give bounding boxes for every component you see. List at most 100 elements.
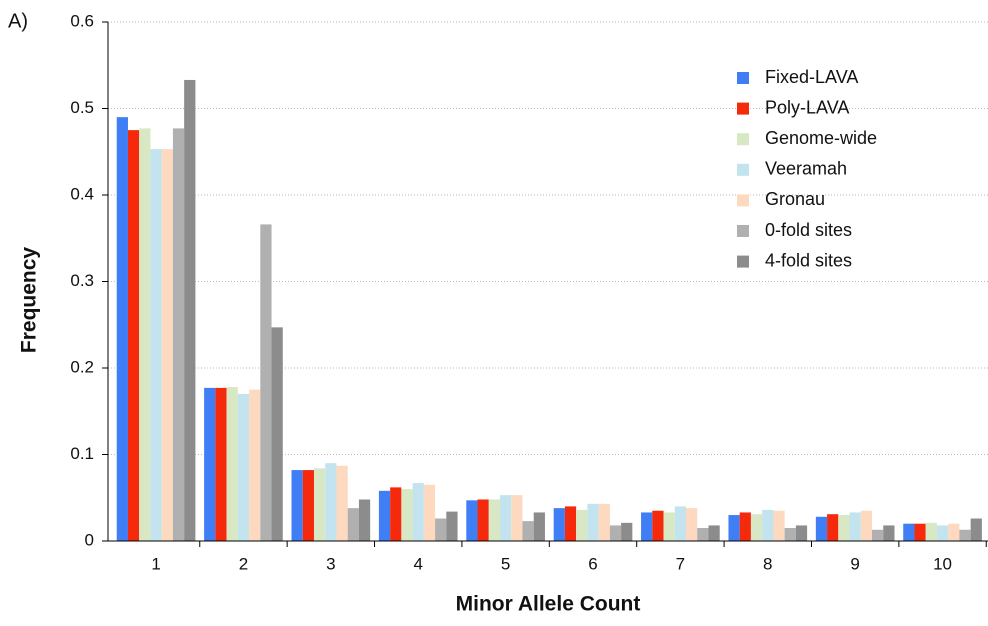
- y-tick-label: 0.5: [70, 98, 94, 117]
- bar: [271, 327, 283, 541]
- bar: [511, 495, 523, 541]
- bar: [150, 149, 162, 541]
- bar: [609, 525, 622, 541]
- bar: [390, 487, 402, 541]
- bar: [838, 515, 850, 541]
- bar: [215, 387, 227, 541]
- bar: [697, 528, 709, 541]
- y-tick-label: 0.2: [70, 357, 94, 376]
- bar: [686, 508, 698, 541]
- bar: [773, 510, 785, 541]
- legend-label: 0-fold sites: [765, 220, 852, 240]
- y-tick-label: 0.3: [70, 271, 94, 290]
- bar: [237, 393, 250, 541]
- bar: [139, 128, 151, 541]
- bar: [564, 506, 577, 541]
- bar: [423, 484, 436, 541]
- y-axis-title: Frequency: [18, 247, 41, 354]
- bar: [925, 522, 937, 541]
- bar: [587, 503, 599, 541]
- bar: [466, 500, 478, 541]
- bar: [499, 495, 512, 541]
- y-tick-label: 0.6: [70, 11, 94, 30]
- panel-label: A): [8, 10, 28, 32]
- bar: [728, 515, 740, 541]
- bar: [795, 525, 808, 541]
- bar: [641, 512, 653, 541]
- bar: [872, 529, 884, 541]
- bar: [378, 490, 391, 541]
- bar: [488, 499, 500, 541]
- bar: [522, 521, 534, 541]
- bar: [739, 512, 751, 541]
- bar: [302, 470, 314, 541]
- bar: [226, 387, 238, 541]
- x-tick-label: 5: [501, 554, 510, 573]
- bar: [883, 525, 895, 541]
- bar: [914, 523, 926, 541]
- legend-label: Gronau: [765, 189, 825, 209]
- bar: [291, 470, 303, 541]
- legend-swatch: [737, 133, 749, 146]
- legend-label: Veeramah: [765, 159, 847, 179]
- bar: [127, 130, 140, 541]
- bar: [161, 149, 173, 541]
- bar: [663, 512, 675, 541]
- bar: [358, 499, 371, 541]
- bar: [762, 509, 774, 541]
- x-axis-title: Minor Allele Count: [456, 593, 641, 616]
- bar: [260, 224, 272, 541]
- x-tick-label: 7: [676, 554, 685, 573]
- bar: [598, 503, 610, 541]
- legend-label: 4-fold sites: [765, 250, 852, 270]
- legend-label: Poly-LAVA: [765, 97, 849, 117]
- legend-swatch: [737, 163, 749, 176]
- x-tick-label: 10: [933, 554, 952, 573]
- bar: [325, 463, 337, 541]
- bar: [347, 508, 359, 541]
- bar: [827, 514, 839, 541]
- x-tick-label: 8: [763, 554, 772, 573]
- bar: [674, 506, 687, 541]
- bar: [116, 117, 128, 542]
- legend-swatch: [737, 194, 749, 207]
- bar: [903, 523, 915, 541]
- bar: [849, 512, 861, 541]
- x-tick-label: 3: [326, 554, 335, 573]
- x-tick-label: 4: [413, 554, 422, 573]
- x-tick-label: 1: [151, 554, 160, 573]
- bar: [204, 387, 216, 541]
- bar: [477, 499, 489, 541]
- bar: [959, 529, 971, 541]
- bar: [708, 525, 720, 541]
- bar: [184, 79, 196, 541]
- legend-label: Fixed-LAVA: [765, 67, 858, 87]
- bar: [784, 528, 796, 541]
- bar: [553, 508, 565, 541]
- bar: [172, 128, 185, 541]
- x-tick-label: 6: [588, 554, 597, 573]
- bar: [313, 468, 326, 541]
- legend-swatch: [737, 72, 749, 84]
- legend-swatch: [737, 102, 749, 115]
- legend-swatch: [737, 225, 749, 237]
- y-tick-label: 0: [85, 530, 94, 549]
- bar: [446, 511, 458, 541]
- bar: [533, 512, 545, 541]
- bar: [621, 522, 633, 541]
- bar: [249, 389, 261, 541]
- bar: [401, 489, 413, 541]
- bar: [750, 514, 763, 541]
- bar: [936, 525, 949, 541]
- legend-label: Genome-wide: [765, 128, 877, 148]
- x-tick-label: 2: [239, 554, 248, 573]
- bar: [652, 510, 664, 541]
- y-tick-label: 0.4: [70, 184, 94, 203]
- bar: [948, 523, 960, 541]
- bar: [970, 518, 982, 541]
- x-tick-label: 9: [850, 554, 859, 573]
- bar: [815, 516, 828, 541]
- bar: [435, 518, 447, 541]
- bar: [336, 465, 348, 541]
